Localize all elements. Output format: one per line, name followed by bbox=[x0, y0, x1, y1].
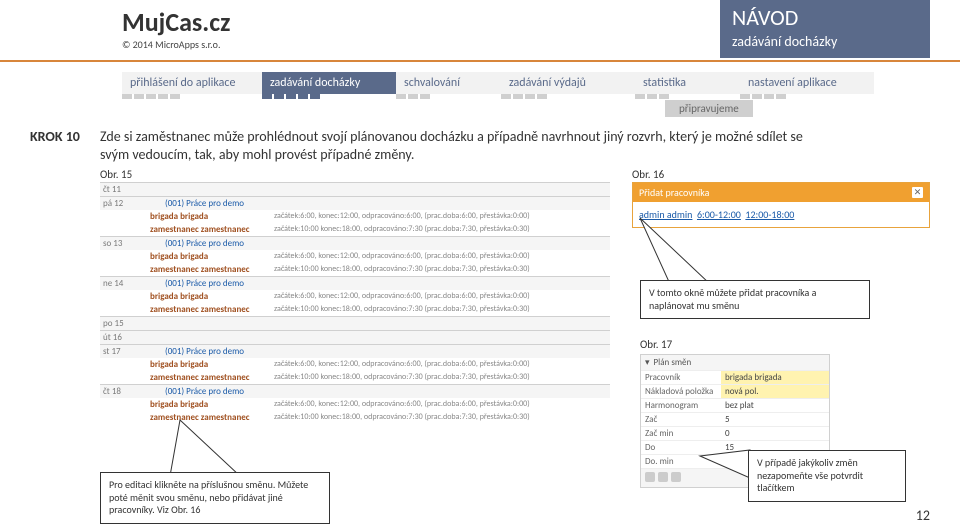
dialog-header: Přidat pracovníka ✕ bbox=[633, 183, 929, 202]
nav-label: statistika bbox=[635, 72, 740, 94]
copy-icon[interactable] bbox=[658, 472, 668, 482]
header-left: MujCas.cz © 2014 MicroApps s.r.o. bbox=[122, 0, 230, 58]
dialog-title: Přidat pracovníka bbox=[639, 186, 709, 199]
save-icon[interactable] bbox=[645, 472, 655, 482]
callout-text: V případě jakýkoliv změn nezapomeňte vše… bbox=[757, 456, 863, 494]
table-row[interactable]: pá 12(001) Práce pro demo brigada brigad… bbox=[100, 196, 610, 236]
nav-label: přihlášení do aplikace bbox=[122, 72, 262, 94]
form-row: Nákladová položkanová pol. bbox=[641, 384, 829, 398]
table-row[interactable]: ne 14(001) Práce pro demo brigada brigad… bbox=[100, 276, 610, 316]
form-row: Zač min0 bbox=[641, 426, 829, 440]
figure-15-label: Obr. 15 bbox=[100, 168, 132, 181]
nav-tabs: přihlášení do aplikace zadávání docházky… bbox=[122, 72, 874, 99]
nav-label: zadávání výdajů bbox=[501, 72, 635, 94]
panel-title: ▾ Plán směn bbox=[641, 355, 829, 370]
divider-orange bbox=[0, 60, 960, 62]
step-text: Zde si zaměstnanec může prohlédnout svoj… bbox=[100, 128, 820, 164]
table-row[interactable]: čt 18(001) Práce pro demo brigada brigad… bbox=[100, 384, 610, 424]
step-label: KROK 10 bbox=[30, 128, 80, 145]
nav-item-settings[interactable]: nastavení aplikace bbox=[740, 72, 874, 99]
page-number: 12 bbox=[916, 507, 930, 524]
nav-item-stats[interactable]: statistika bbox=[635, 72, 740, 99]
callout-text: V tomto okně můžete přidat pracovníka a … bbox=[649, 286, 816, 312]
copyright: © 2014 MicroApps s.r.o. bbox=[122, 38, 230, 51]
preparing-badge: připravujeme bbox=[665, 100, 753, 117]
nav-item-attendance[interactable]: zadávání docházky bbox=[262, 72, 396, 99]
header-badge: NÁVOD zadávání docházky bbox=[720, 0, 930, 58]
schedule-table: čt 11 pá 12(001) Práce pro demo brigada … bbox=[100, 182, 610, 424]
table-row[interactable]: čt 11 bbox=[100, 182, 610, 196]
guide-subtitle: zadávání docházky bbox=[732, 33, 918, 50]
delete-icon[interactable] bbox=[671, 472, 681, 482]
nav-label: schvalování bbox=[396, 72, 501, 94]
callout-2: Pro editaci klikněte na příslušnou směnu… bbox=[100, 472, 330, 524]
nav-item-login[interactable]: přihlášení do aplikace bbox=[122, 72, 262, 99]
table-row[interactable]: út 16 bbox=[100, 330, 610, 344]
nav-label: zadávání docházky bbox=[262, 72, 396, 94]
figure-17-label: Obr. 17 bbox=[640, 338, 672, 351]
nav-item-expenses[interactable]: zadávání výdajů bbox=[501, 72, 635, 99]
form-row: Zač5 bbox=[641, 412, 829, 426]
time-link[interactable]: 12:00-18:00 bbox=[745, 208, 794, 221]
callout-1: V tomto okně můžete přidat pracovníka a … bbox=[640, 280, 870, 319]
callout-pointer-icon bbox=[170, 420, 290, 480]
table-row[interactable]: so 13(001) Práce pro demo brigada brigad… bbox=[100, 236, 610, 276]
close-icon[interactable]: ✕ bbox=[912, 187, 923, 198]
form-row: Pracovníkbrigada brigada bbox=[641, 370, 829, 384]
chevron-down-icon[interactable]: ▾ bbox=[645, 357, 650, 368]
footer-icons bbox=[645, 472, 681, 484]
app-title: MujCas.cz bbox=[122, 6, 230, 38]
callout-3: V případě jakýkoliv změn nezapomeňte vše… bbox=[748, 450, 906, 502]
figure-16-label: Obr. 16 bbox=[632, 168, 664, 181]
page-header: MujCas.cz © 2014 MicroApps s.r.o. NÁVOD … bbox=[0, 0, 960, 58]
callout-text: Pro editaci klikněte na příslušnou směnu… bbox=[109, 478, 308, 516]
nav-label: nastavení aplikace bbox=[740, 72, 874, 94]
table-row[interactable]: st 17(001) Práce pro demo brigada brigad… bbox=[100, 344, 610, 384]
form-row: Harmonogrambez plat bbox=[641, 398, 829, 412]
guide-title: NÁVOD bbox=[732, 4, 918, 31]
nav-item-approval[interactable]: schvalování bbox=[396, 72, 501, 99]
callout-pointer-icon bbox=[630, 218, 750, 288]
table-row[interactable]: po 15 bbox=[100, 316, 610, 330]
